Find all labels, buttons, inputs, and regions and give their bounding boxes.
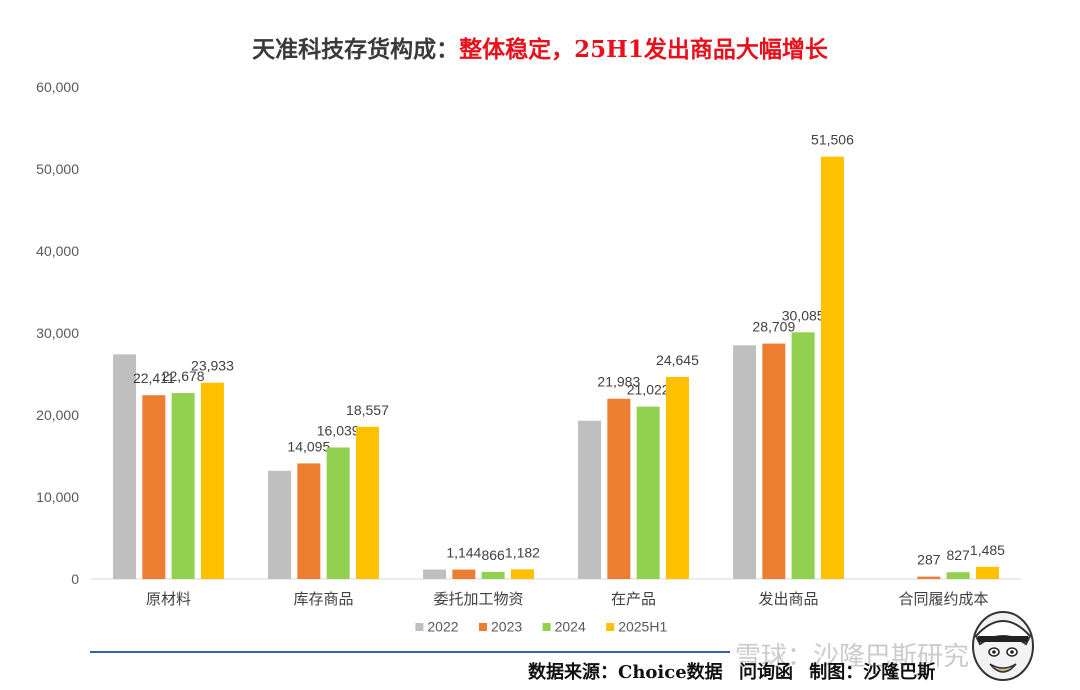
data-label: 21,983 bbox=[597, 374, 640, 390]
legend-label: 2025H1 bbox=[618, 619, 667, 635]
data-label: 23,933 bbox=[191, 358, 234, 374]
legend-swatch-2022 bbox=[415, 623, 424, 631]
y-tick-label: 50,000 bbox=[36, 161, 79, 177]
bar-2024 bbox=[326, 447, 350, 579]
chart-title: 天准科技存货构成：整体稳定，25H1发出商品大幅增长 bbox=[0, 30, 1080, 64]
bar-2024 bbox=[171, 393, 195, 579]
bar-2023 bbox=[917, 576, 941, 579]
bar-2022 bbox=[578, 420, 602, 579]
footer-source: 数据来源：Choice数据 bbox=[528, 662, 723, 683]
chart-title-part1: 天准科技存货构成： bbox=[252, 36, 460, 63]
data-label: 30,085 bbox=[782, 307, 825, 323]
bar-2024 bbox=[481, 571, 505, 579]
x-tick-label: 原材料 bbox=[146, 590, 191, 608]
watermark: 雪球：沙隆巴斯研究 bbox=[735, 641, 970, 671]
bar-chart: 0 10,000 20,000 30,000 40,000 50,000 60,000 原材料… bbox=[36, 79, 1021, 635]
data-label: 21,022 bbox=[627, 382, 670, 398]
legend-swatch-2025H1 bbox=[606, 623, 615, 631]
data-label: 18,557 bbox=[346, 402, 389, 418]
data-label: 1,485 bbox=[970, 542, 1005, 558]
x-tick-label: 库存商品 bbox=[293, 590, 353, 608]
y-tick-label: 20,000 bbox=[36, 407, 79, 423]
bar-2025H1 bbox=[975, 566, 999, 579]
bar-2025H1 bbox=[665, 376, 689, 579]
data-label: 14,095 bbox=[287, 438, 330, 454]
bar-2023 bbox=[297, 463, 321, 579]
x-tick-label: 在产品 bbox=[611, 590, 656, 608]
y-tick-label: 0 bbox=[71, 571, 79, 587]
y-tick-label: 60,000 bbox=[36, 79, 79, 95]
bar-2025H1 bbox=[200, 382, 224, 579]
data-label: 866 bbox=[481, 547, 505, 563]
footer-tool: 问询函 bbox=[738, 662, 793, 683]
data-label: 28,709 bbox=[752, 319, 795, 335]
x-tick-label: 发出商品 bbox=[758, 590, 818, 608]
bar-2024 bbox=[636, 406, 660, 579]
bar-2025H1 bbox=[510, 569, 534, 579]
data-label: 24,645 bbox=[656, 352, 699, 368]
data-label: 16,039 bbox=[317, 422, 360, 438]
bar-2022 bbox=[113, 354, 137, 579]
bar-2023 bbox=[762, 343, 786, 579]
bar-2023 bbox=[452, 569, 476, 579]
legend-swatch-2023 bbox=[479, 623, 487, 631]
bar-2025H1 bbox=[820, 156, 844, 579]
data-label: 51,506 bbox=[811, 132, 854, 148]
bar-2024 bbox=[946, 572, 970, 579]
footer-author: 制图：沙隆巴斯 bbox=[809, 662, 936, 683]
legend-label: 2024 bbox=[555, 619, 586, 635]
author-avatar-icon bbox=[972, 611, 1034, 681]
data-label: 22,678 bbox=[162, 368, 205, 384]
y-tick-label: 40,000 bbox=[36, 243, 79, 259]
footer-divider bbox=[90, 651, 730, 653]
y-tick-label: 30,000 bbox=[36, 325, 79, 341]
data-label: 1,144 bbox=[446, 545, 481, 561]
bar-2023 bbox=[142, 395, 166, 579]
chart-title-part2: 整体稳定，25H1发出商品大幅增长 bbox=[459, 36, 828, 63]
data-label: 1,182 bbox=[505, 544, 540, 560]
legend-label: 2023 bbox=[491, 619, 522, 635]
legend-swatch-2024 bbox=[542, 623, 551, 631]
bar-2023 bbox=[607, 398, 631, 579]
x-tick-label: 合同履约成本 bbox=[898, 590, 988, 608]
bar-2022 bbox=[268, 470, 292, 579]
data-label: 22,411 bbox=[133, 370, 175, 386]
legend-label: 2022 bbox=[427, 619, 458, 635]
bar-2022 bbox=[733, 345, 757, 579]
data-label: 827 bbox=[946, 547, 970, 563]
footer: 数据来源：Choice数据 问询函 制图：沙隆巴斯 bbox=[528, 658, 945, 684]
bar-2024 bbox=[791, 332, 815, 579]
bar-2025H1 bbox=[355, 426, 379, 579]
bar-2022 bbox=[423, 569, 447, 579]
y-tick-label: 10,000 bbox=[36, 489, 79, 505]
data-label: 287 bbox=[917, 552, 941, 568]
x-tick-label: 委托加工物资 bbox=[433, 590, 523, 608]
